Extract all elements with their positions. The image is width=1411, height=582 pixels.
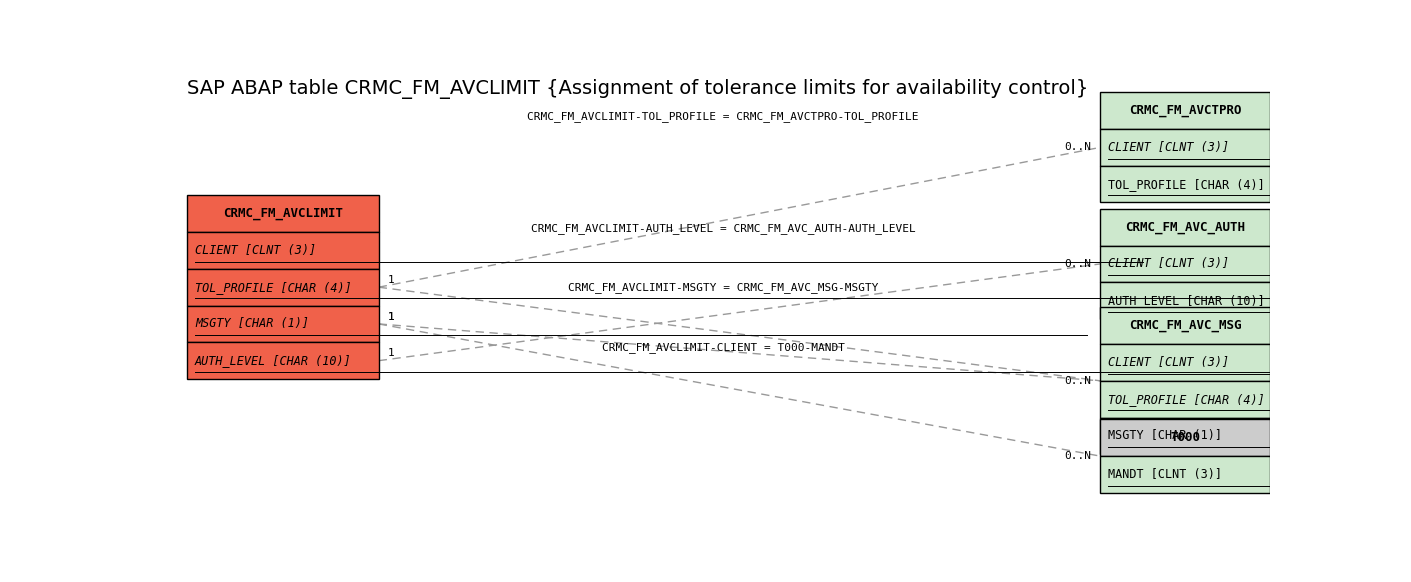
FancyBboxPatch shape	[1101, 282, 1270, 319]
FancyBboxPatch shape	[1101, 129, 1270, 166]
Text: 1: 1	[388, 275, 394, 285]
FancyBboxPatch shape	[1101, 420, 1270, 456]
Text: CRMC_FM_AVC_AUTH: CRMC_FM_AVC_AUTH	[1125, 221, 1245, 233]
FancyBboxPatch shape	[188, 342, 378, 379]
Text: TOL_PROFILE [CHAR (4)]: TOL_PROFILE [CHAR (4)]	[195, 281, 351, 294]
Text: 0..N: 0..N	[1065, 143, 1092, 152]
Text: 1: 1	[388, 312, 394, 322]
Text: T000: T000	[1170, 431, 1201, 444]
FancyBboxPatch shape	[1101, 246, 1270, 282]
Text: 1: 1	[388, 349, 394, 359]
FancyBboxPatch shape	[188, 232, 378, 269]
Text: 0..N: 0..N	[1065, 451, 1092, 461]
Text: CRMC_FM_AVCLIMIT: CRMC_FM_AVCLIMIT	[223, 207, 343, 220]
Text: AUTH_LEVEL [CHAR (10)]: AUTH_LEVEL [CHAR (10)]	[195, 354, 351, 367]
Text: CRMC_FM_AVCTPRO: CRMC_FM_AVCTPRO	[1129, 104, 1242, 117]
Text: MANDT [CLNT (3)]: MANDT [CLNT (3)]	[1108, 468, 1222, 481]
FancyBboxPatch shape	[1101, 344, 1270, 381]
FancyBboxPatch shape	[1101, 381, 1270, 418]
FancyBboxPatch shape	[1101, 418, 1270, 455]
Text: AUTH_LEVEL [CHAR (10)]: AUTH_LEVEL [CHAR (10)]	[1108, 294, 1264, 307]
FancyBboxPatch shape	[1101, 93, 1270, 129]
Text: CRMC_FM_AVCLIMIT-TOL_PROFILE = CRMC_FM_AVCTPRO-TOL_PROFILE: CRMC_FM_AVCLIMIT-TOL_PROFILE = CRMC_FM_A…	[528, 111, 919, 122]
Text: MSGTY [CHAR (1)]: MSGTY [CHAR (1)]	[1108, 430, 1222, 442]
Text: CLIENT [CLNT (3)]: CLIENT [CLNT (3)]	[1108, 257, 1229, 271]
Text: CRMC_FM_AVCLIMIT-AUTH_LEVEL = CRMC_FM_AVC_AUTH-AUTH_LEVEL: CRMC_FM_AVCLIMIT-AUTH_LEVEL = CRMC_FM_AV…	[531, 223, 916, 235]
Text: 0..N: 0..N	[1065, 259, 1092, 269]
FancyBboxPatch shape	[1101, 456, 1270, 493]
Text: 0..N: 0..N	[1065, 376, 1092, 386]
Text: CLIENT [CLNT (3)]: CLIENT [CLNT (3)]	[1108, 141, 1229, 154]
Text: CLIENT [CLNT (3)]: CLIENT [CLNT (3)]	[195, 244, 316, 257]
Text: CRMC_FM_AVC_MSG: CRMC_FM_AVC_MSG	[1129, 320, 1242, 332]
Text: CLIENT [CLNT (3)]: CLIENT [CLNT (3)]	[1108, 356, 1229, 369]
FancyBboxPatch shape	[188, 269, 378, 306]
Text: CRMC_FM_AVCLIMIT-MSGTY = CRMC_FM_AVC_MSG-MSGTY: CRMC_FM_AVCLIMIT-MSGTY = CRMC_FM_AVC_MSG…	[567, 282, 879, 293]
FancyBboxPatch shape	[1101, 166, 1270, 203]
FancyBboxPatch shape	[188, 196, 378, 232]
Text: CRMC_FM_AVCLIMIT-CLIENT = T000-MANDT: CRMC_FM_AVCLIMIT-CLIENT = T000-MANDT	[601, 342, 845, 353]
Text: 1: 1	[388, 312, 394, 322]
FancyBboxPatch shape	[188, 306, 378, 342]
Text: MSGTY [CHAR (1)]: MSGTY [CHAR (1)]	[195, 317, 309, 331]
FancyBboxPatch shape	[1101, 209, 1270, 246]
Text: TOL_PROFILE [CHAR (4)]: TOL_PROFILE [CHAR (4)]	[1108, 178, 1264, 191]
Text: SAP ABAP table CRMC_FM_AVCLIMIT {Assignment of tolerance limits for availability: SAP ABAP table CRMC_FM_AVCLIMIT {Assignm…	[188, 79, 1089, 99]
Text: TOL_PROFILE [CHAR (4)]: TOL_PROFILE [CHAR (4)]	[1108, 393, 1264, 406]
FancyBboxPatch shape	[1101, 307, 1270, 344]
